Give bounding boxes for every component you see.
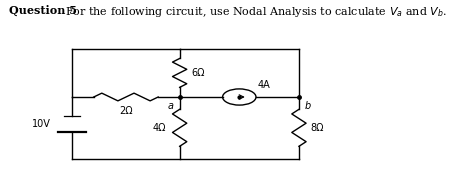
Text: 8Ω: 8Ω [311, 123, 324, 133]
Text: b: b [305, 101, 311, 111]
Text: 4A: 4A [258, 80, 271, 90]
Text: 4Ω: 4Ω [152, 123, 166, 133]
Text: 2Ω: 2Ω [119, 106, 133, 116]
Text: Question 5: Question 5 [9, 4, 77, 16]
Text: 6Ω: 6Ω [191, 68, 205, 78]
Text: 10V: 10V [32, 119, 50, 129]
Text: a: a [168, 101, 173, 111]
Text: For the following circuit, use Nodal Analysis to calculate $V_a$ and $V_b$.: For the following circuit, use Nodal Ana… [58, 4, 447, 19]
